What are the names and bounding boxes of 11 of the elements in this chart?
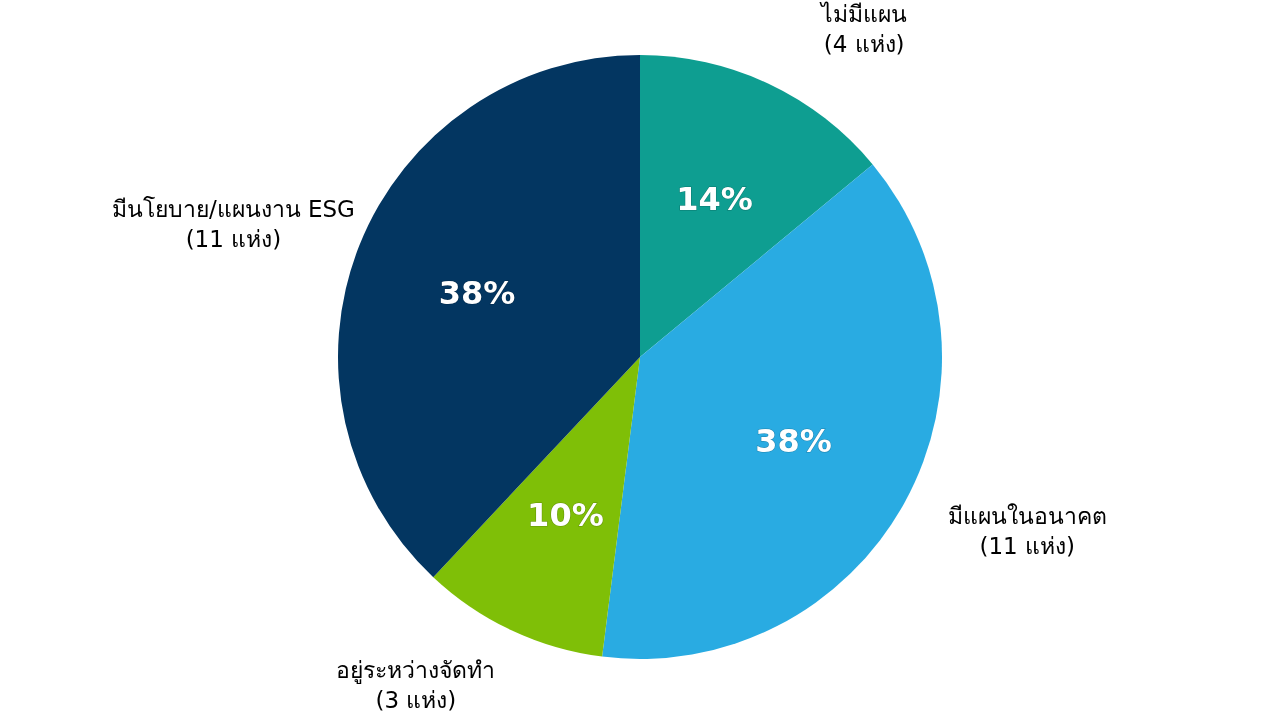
data-label: 38% xyxy=(755,422,832,461)
slice-label: ไม่มีแผน (4 แห่ง) xyxy=(819,1,908,58)
slice-label: มีนโยบาย/แผนงาน ESG (11 แห่ง) xyxy=(111,195,355,252)
data-label: 14% xyxy=(676,179,753,218)
slice-label: มีแผนในอนาคต (11 แห่ง) xyxy=(947,503,1107,560)
slice-label: อยู่ระหว่างจัดทำ (3 แห่ง) xyxy=(336,656,496,713)
data-label: 10% xyxy=(527,496,604,535)
pie-slice xyxy=(640,55,873,357)
pie-slice xyxy=(602,164,942,659)
data-label: 38% xyxy=(438,273,516,312)
pie-slice xyxy=(433,357,640,657)
